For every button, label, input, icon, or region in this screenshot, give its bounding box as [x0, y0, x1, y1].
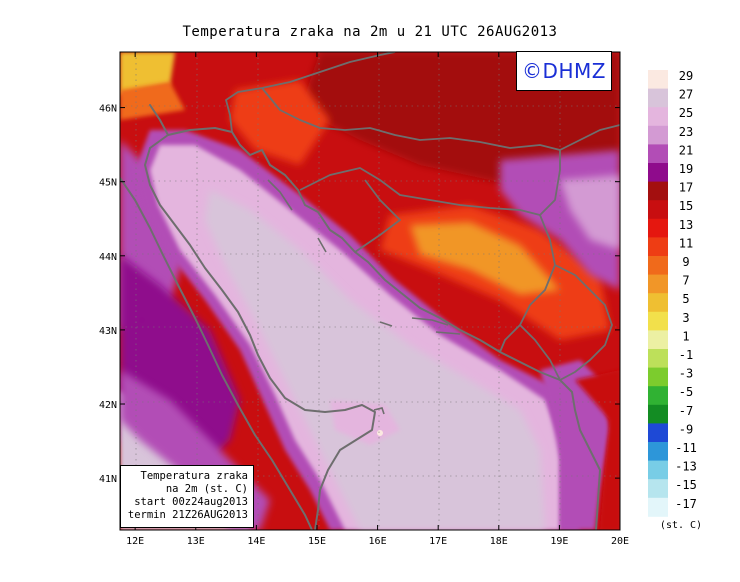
colorbar-swatch	[648, 70, 668, 89]
colorbar-label: 27	[679, 88, 693, 102]
country-borders	[225, 52, 620, 381]
lat-tick-label: 45N	[99, 178, 117, 189]
colorbar-swatch	[648, 237, 668, 257]
adriatic-lighter-core	[205, 190, 545, 530]
info-line-termin: termin 21Z26AUG2013	[127, 509, 248, 521]
info-line-title: Temperatura zraka	[140, 470, 248, 482]
colorbar-swatch	[648, 218, 668, 238]
colorbar-label: 21	[679, 143, 693, 157]
colorbar-label: -13	[675, 460, 697, 474]
chart-title: Temperatura zraka na 2m u 21 UTC 26AUG20…	[182, 24, 558, 40]
colorbar-swatch	[648, 460, 668, 480]
colorbar-swatch	[648, 200, 668, 220]
colorbar-label: -11	[675, 441, 697, 455]
info-box: Temperatura zraka na 2m (st. C) start 00…	[120, 465, 254, 528]
colorbar-swatch	[648, 330, 668, 350]
colorbar-label: 3	[682, 311, 689, 325]
info-line-start: start 00z24aug2013	[134, 496, 248, 508]
islands	[267, 179, 461, 415]
map-frame	[119, 51, 621, 531]
lon-tick-label: 17E	[429, 536, 447, 547]
lon-tick-label: 12E	[126, 536, 144, 547]
colorbar-label: 7	[682, 274, 689, 288]
colorbar-swatch	[648, 311, 668, 331]
lon-tick-label: 15E	[308, 536, 326, 547]
coastlines	[120, 104, 601, 530]
lon-tick-label: 16E	[369, 536, 387, 547]
colorbar-swatch	[648, 349, 668, 368]
colorbar-label: 9	[682, 255, 689, 269]
lon-tick-label: 19E	[550, 536, 568, 547]
lat-tick-label: 42N	[99, 400, 117, 411]
colorbar-label: 25	[679, 106, 693, 120]
colorbar-label: 1	[682, 329, 689, 343]
lon-tick-label: 13E	[187, 536, 205, 547]
colorbar-swatch	[648, 442, 668, 461]
albania-coast-purple	[540, 360, 610, 530]
colorbar-swatch	[648, 497, 668, 517]
lon-tick-label: 14E	[247, 536, 265, 547]
colorbar-swatch	[648, 479, 668, 499]
latitude-labels: 46N 45N 44N 43N 42N 41N	[99, 104, 117, 486]
colorbar-label: -5	[679, 385, 693, 399]
lat-tick-label: 43N	[99, 326, 117, 337]
colorbar-swatch	[648, 293, 668, 313]
colorbar-swatch	[648, 181, 668, 201]
colorbar-swatch	[648, 256, 668, 275]
colorbar-label: -15	[675, 478, 697, 492]
east-lavender-zone	[560, 175, 620, 250]
colorbar-unit: (st. C)	[660, 520, 702, 531]
hot-spot	[377, 430, 383, 436]
nw-warm-core	[230, 80, 330, 165]
cool-spot	[139, 317, 145, 323]
colorbar-swatch	[648, 88, 668, 108]
colorbar-swatch	[648, 163, 668, 182]
colorbar-label: 11	[679, 236, 693, 250]
colorbar-swatch	[648, 274, 668, 294]
colorbar-label: 29	[679, 69, 693, 83]
colorbar-swatch	[648, 386, 668, 406]
colorbar-swatch	[648, 404, 668, 424]
colorbar-label: -9	[679, 422, 693, 436]
colorbar-label: -1	[679, 348, 693, 362]
info-line-unit: na 2m (st. C)	[165, 483, 248, 495]
colorbar-label: 13	[679, 218, 693, 232]
colorbar-swatch	[648, 367, 668, 387]
colorbar-swatch	[648, 144, 668, 164]
colorbar-swatch	[648, 107, 668, 127]
colorbar-label: 5	[682, 292, 689, 306]
lat-tick-label: 44N	[99, 252, 117, 263]
colorbar-label: -7	[679, 404, 693, 418]
longitude-labels: 12E 13E 14E 15E 16E 17E 18E 19E 20E	[126, 536, 629, 547]
albania-interior-red	[575, 370, 620, 530]
lat-tick-label: 41N	[99, 474, 117, 485]
colorbar-label: -3	[679, 367, 693, 381]
colorbar-label: 19	[679, 162, 693, 176]
lon-tick-label: 18E	[490, 536, 508, 547]
colorbar-label: -17	[675, 497, 697, 511]
colorbar-label: 15	[679, 199, 693, 213]
lat-tick-label: 46N	[99, 104, 117, 115]
colorbar-swatch	[648, 125, 668, 145]
colorbar-label: 23	[679, 125, 693, 139]
colorbar-swatch	[648, 423, 668, 443]
interior-light-orange	[410, 222, 560, 295]
colorbar-label: 17	[679, 181, 693, 195]
colorbar: 29 27 25 23 21 19 17 15 13 11 9 7 5 3 1 -1 -3 -5 -7 -9 -11 -1…	[648, 69, 702, 531]
lon-tick-label: 20E	[611, 536, 629, 547]
dhmz-logo: ©DHMZ	[516, 51, 612, 91]
